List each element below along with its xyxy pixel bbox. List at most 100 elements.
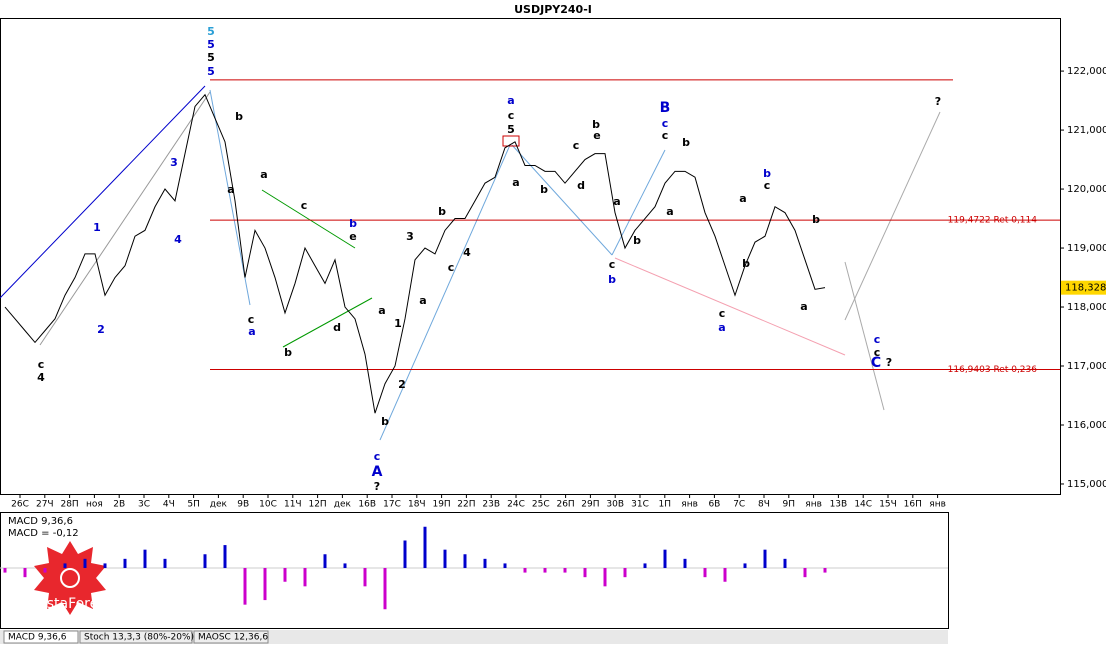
wave-label: b bbox=[592, 118, 600, 131]
logo-icon bbox=[60, 568, 80, 588]
trend-line bbox=[0, 85, 206, 299]
wave-label: c bbox=[508, 109, 515, 122]
wave-label: c bbox=[248, 313, 255, 326]
wave-label: b bbox=[438, 205, 446, 218]
y-tick-label: 118,000 bbox=[1067, 302, 1106, 313]
logo: InstaForex bbox=[34, 541, 106, 615]
x-tick-label: 13В bbox=[830, 500, 848, 510]
triangle-line bbox=[261, 189, 356, 249]
indicator-tab-label[interactable]: MACD 9,36,6 bbox=[8, 633, 67, 643]
macd-value: MACD = -0,12 bbox=[8, 528, 79, 539]
wave-label: b bbox=[682, 136, 690, 149]
current-price-label: 118,328 bbox=[1065, 283, 1106, 294]
level-label: 119,4722 Ret 0,114 bbox=[948, 216, 1038, 226]
current-price-box bbox=[1061, 280, 1106, 295]
indicator-tab[interactable] bbox=[79, 630, 193, 644]
x-tick-label: 19П bbox=[432, 500, 450, 510]
wave-label: c bbox=[301, 199, 308, 212]
wave-line bbox=[209, 89, 251, 306]
projection-line bbox=[844, 261, 885, 411]
wave-label: a bbox=[613, 195, 620, 208]
x-tick-label: 9П bbox=[783, 500, 796, 510]
y-tick-label: 120,000 bbox=[1067, 184, 1106, 195]
wave-label: b bbox=[381, 415, 389, 428]
x-tick-label: 14С bbox=[854, 500, 872, 510]
x-tick-label: 7С bbox=[733, 500, 745, 510]
wave-label: 3 bbox=[406, 230, 414, 243]
wave-label: c bbox=[764, 179, 771, 192]
wave-label: c bbox=[662, 117, 669, 130]
indicator-tab-label[interactable]: Stoch 13,3,3 (80%-20%) bbox=[84, 633, 194, 643]
wave-label: b bbox=[284, 346, 292, 359]
wave-label: 5 bbox=[507, 123, 515, 136]
price-line bbox=[4, 93, 826, 414]
wave-line bbox=[611, 149, 666, 256]
wave-label: b bbox=[763, 167, 771, 180]
highlight-box bbox=[502, 135, 520, 147]
wave-label: c bbox=[874, 346, 881, 359]
wave-label: c bbox=[662, 129, 669, 142]
y-tick-label: 119,000 bbox=[1067, 243, 1106, 254]
wave-label: a bbox=[739, 192, 746, 205]
wave-label: ? bbox=[886, 356, 892, 369]
wave-label: a bbox=[378, 304, 385, 317]
x-tick-label: дек bbox=[334, 500, 352, 510]
x-tick-label: 18Ч bbox=[408, 500, 426, 510]
macd-label: MACD 9,36,6 bbox=[8, 516, 73, 527]
wave-label: a bbox=[248, 325, 255, 338]
y-tick-label: 121,000 bbox=[1067, 125, 1106, 136]
level-label: 116,9403 Ret 0,236 bbox=[948, 365, 1038, 375]
wave-label: a bbox=[507, 94, 514, 107]
wave-label: a bbox=[419, 294, 426, 307]
wave-label: 4 bbox=[37, 371, 45, 384]
wave-label: 5 bbox=[207, 65, 215, 78]
x-tick-label: 10С bbox=[259, 500, 277, 510]
x-tick-label: 23В bbox=[482, 500, 500, 510]
x-tick-label: 26С bbox=[11, 500, 29, 510]
x-tick-label: 17С bbox=[383, 500, 401, 510]
x-tick-label: 30В bbox=[606, 500, 624, 510]
wave-label: a bbox=[512, 176, 519, 189]
wave-label: 2 bbox=[398, 378, 406, 391]
x-tick-label: 28П bbox=[60, 500, 78, 510]
wave-label: 2 bbox=[97, 323, 105, 336]
x-tick-label: 24С bbox=[507, 500, 525, 510]
wave-label: C bbox=[871, 355, 881, 371]
x-tick-label: 3С bbox=[138, 500, 150, 510]
indicator-tab[interactable] bbox=[193, 630, 269, 644]
wave-label: a bbox=[260, 168, 267, 181]
wave-label: d bbox=[577, 179, 585, 192]
wave-line bbox=[379, 144, 511, 441]
indicator-tab-label[interactable]: MAOSC 12,36,6 bbox=[198, 633, 268, 643]
wave-label: e bbox=[593, 129, 600, 142]
wave-label: c bbox=[874, 333, 881, 346]
x-tick-label: 27Ч bbox=[36, 500, 54, 510]
wave-label: a bbox=[666, 205, 673, 218]
macd-frame bbox=[0, 512, 949, 629]
x-tick-label: 16В bbox=[358, 500, 376, 510]
logo-badge bbox=[34, 541, 106, 615]
wave-label: ? bbox=[935, 95, 941, 108]
x-tick-label: 29П bbox=[581, 500, 599, 510]
indicator-tab[interactable] bbox=[3, 630, 79, 644]
wave-label: 3 bbox=[170, 156, 178, 169]
wave-label: a bbox=[227, 183, 234, 196]
wave-label: 1 bbox=[93, 221, 101, 234]
x-tick-label: 16П bbox=[904, 500, 922, 510]
triangle-line bbox=[282, 297, 373, 348]
wave-label: a bbox=[718, 321, 725, 334]
chart-title: USDJPY240-I bbox=[514, 3, 592, 16]
projection-line bbox=[844, 111, 941, 321]
x-tick-label: 15Ч bbox=[879, 500, 897, 510]
x-tick-label: янв bbox=[805, 500, 822, 510]
wave-label: 5 bbox=[207, 51, 215, 64]
x-tick-label: 26П bbox=[556, 500, 574, 510]
x-tick-label: 6В bbox=[708, 500, 720, 510]
x-tick-label: 5П bbox=[187, 500, 200, 510]
wave-label: e bbox=[349, 230, 356, 243]
x-tick-label: 1П bbox=[659, 500, 672, 510]
y-tick-label: 116,000 bbox=[1067, 420, 1106, 431]
x-tick-label: янв bbox=[681, 500, 698, 510]
